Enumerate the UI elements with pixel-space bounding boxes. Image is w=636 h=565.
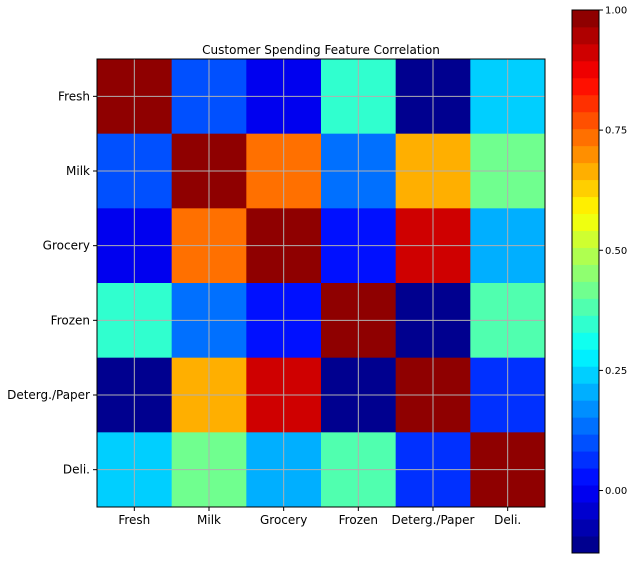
x-tick-label: Frozen xyxy=(339,513,378,527)
y-tick-label: Milk xyxy=(66,164,90,178)
colorbar-segment xyxy=(572,145,599,164)
plot-frame xyxy=(96,58,546,508)
colorbar-segment xyxy=(572,349,599,367)
colorbar-segment xyxy=(572,26,599,45)
y-tick-label: Deterg./Paper xyxy=(7,388,90,402)
colorbar-segment xyxy=(572,315,599,333)
colorbar-segment xyxy=(572,485,599,503)
colorbar-segment xyxy=(572,366,599,384)
colorbar-segment xyxy=(572,434,599,452)
chart-title: Customer Spending Feature Correlation xyxy=(202,43,440,57)
colorbar-tick-label: 1.00 xyxy=(605,6,627,17)
heatmap-cells xyxy=(97,59,546,508)
colorbar-tick-label: 0.25 xyxy=(605,366,627,377)
x-tick-label: Milk xyxy=(197,513,221,527)
x-tick-label: Grocery xyxy=(260,513,307,527)
colorbar-segment xyxy=(572,264,599,282)
colorbar-segment xyxy=(572,519,599,537)
colorbar-segment xyxy=(572,451,599,469)
colorbar-segment xyxy=(572,400,599,418)
heatmap-grid xyxy=(97,59,545,507)
colorbar-segment xyxy=(572,536,599,554)
colorbar-segment xyxy=(572,213,599,231)
colorbar-segment xyxy=(572,162,599,181)
colorbar-segment xyxy=(572,383,599,401)
colorbar-segment xyxy=(572,60,599,79)
colorbar-segment xyxy=(572,247,599,265)
colorbar-segment xyxy=(572,179,599,198)
colorbar-segment xyxy=(572,128,599,147)
colorbar-segment xyxy=(572,468,599,486)
colorbar-segment xyxy=(572,196,599,215)
colorbar-segment xyxy=(572,298,599,316)
colorbar-tick-label: 0.75 xyxy=(605,126,627,137)
colorbar-segment xyxy=(572,10,599,28)
colorbar-segment xyxy=(572,230,599,248)
colorbar-segment xyxy=(572,417,599,435)
colorbar-segment xyxy=(572,281,599,299)
colorbar-segment xyxy=(572,77,599,96)
y-tick-label: Deli. xyxy=(63,463,90,477)
colorbar-segment xyxy=(572,332,599,350)
x-tick-label: Fresh xyxy=(118,513,150,527)
y-tick-label: Fresh xyxy=(58,89,90,103)
colorbar: 0.00 0.25 0.50 0.75 1.00 xyxy=(571,6,627,554)
y-tick-label: Grocery xyxy=(43,239,90,253)
x-tick-label: Deterg./Paper xyxy=(392,513,475,527)
x-tick-label: Deli. xyxy=(494,513,521,527)
colorbar-segment xyxy=(572,43,599,62)
colorbar-frame xyxy=(571,9,600,554)
axis-ticks: Fresh Fresh Milk Milk Grocery Grocery Frozen Fr… xyxy=(7,89,521,527)
colorbar-tick-label: 0.50 xyxy=(605,246,627,257)
colorbar-segment xyxy=(572,94,599,113)
y-tick-label: Frozen xyxy=(51,313,90,327)
colorbar-tick-label: 0.00 xyxy=(605,486,627,497)
colorbar-segment xyxy=(572,111,599,130)
colorbar-segment xyxy=(572,502,599,520)
